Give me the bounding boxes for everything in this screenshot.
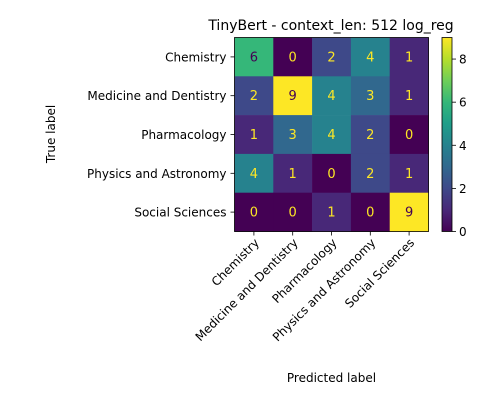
cell-value-label: 0 (327, 167, 335, 182)
heatmap-cell (389, 153, 429, 193)
heatmap-cell (234, 76, 274, 116)
cell-value-label: 1 (405, 50, 413, 65)
colorbar-tick-label: 4 (459, 139, 467, 153)
cell-value-label: 4 (366, 50, 374, 65)
cell-value-label: 3 (366, 89, 374, 104)
x-tick-label: Social Sciences (342, 236, 417, 311)
colorbar-tick-label: 0 (459, 225, 467, 239)
cell-value-label: 1 (289, 167, 297, 182)
heatmap-cell (312, 192, 352, 232)
heatmap-cell (350, 76, 390, 116)
colorbar (441, 37, 453, 232)
x-axis-label: Predicted label (287, 371, 376, 385)
heatmap-cell (389, 76, 429, 116)
y-axis-label: True label (44, 105, 58, 164)
heatmap-cell (273, 153, 313, 193)
cell-value-label: 0 (250, 206, 258, 221)
cell-value-label: 1 (250, 128, 258, 143)
heatmap-cell (234, 192, 274, 232)
cell-value-label: 0 (289, 50, 297, 65)
cell-value-label: 6 (250, 50, 258, 65)
heatmap-cell (350, 37, 390, 77)
cell-value-label: 9 (405, 206, 413, 221)
cell-value-label: 4 (327, 128, 335, 143)
cell-value-label: 1 (327, 206, 335, 221)
colorbar-tick-label: 2 (459, 182, 467, 196)
heatmap-cell (273, 76, 313, 116)
heatmap-cell (350, 153, 390, 193)
y-tick-label: Chemistry (165, 50, 226, 64)
heatmap-cell (389, 37, 429, 77)
cell-value-label: 2 (366, 128, 374, 143)
colorbar-tick-label: 8 (459, 53, 467, 67)
colorbar-ticks: 0 2 4 6 8 (452, 53, 467, 239)
y-tick-labels: Chemistry Medicine and Dentistry Pharmacol… (87, 50, 235, 220)
y-tick-label: Pharmacology (141, 128, 226, 142)
cell-value-label: 2 (366, 167, 374, 182)
y-tick-label: Social Sciences (134, 206, 226, 220)
heatmap-cell (273, 192, 313, 232)
heatmap-cells: 6 0 2 4 1 2 9 4 3 1 1 3 4 2 0 4 1 0 2 1 0 0 1 0 9 (234, 37, 429, 232)
cell-value-label: 0 (405, 128, 413, 143)
heatmap-cell (350, 115, 390, 155)
heatmap-cell (312, 37, 352, 77)
cell-value-label: 4 (327, 89, 335, 104)
heatmap-cell (350, 192, 390, 232)
cell-value-label: 0 (366, 206, 374, 221)
heatmap-cell (312, 76, 352, 116)
heatmap-cell (273, 37, 313, 77)
cell-value-label: 2 (250, 89, 258, 104)
y-tick-label: Medicine and Dentistry (87, 89, 226, 103)
heatmap-cell (312, 115, 352, 155)
cell-value-label: 9 (289, 89, 297, 104)
colorbar-tick-label: 6 (459, 96, 467, 110)
cell-value-label: 1 (405, 89, 413, 104)
heatmap-cell (234, 153, 274, 193)
heatmap-cell (389, 192, 429, 232)
chart-title: TinyBert - context_len: 512 log_reg (207, 18, 453, 34)
y-tick-label: Physics and Astronomy (87, 167, 227, 181)
heatmap-cell (312, 153, 352, 193)
cell-value-label: 4 (250, 167, 258, 182)
cell-value-label: 0 (289, 206, 297, 221)
heatmap-cell (389, 115, 429, 155)
cell-value-label: 3 (289, 128, 297, 143)
heatmap-cell (234, 115, 274, 155)
cell-value-label: 2 (327, 50, 335, 65)
heatmap-cell (273, 115, 313, 155)
cell-value-label: 1 (405, 167, 413, 182)
heatmap-cell (234, 37, 274, 77)
